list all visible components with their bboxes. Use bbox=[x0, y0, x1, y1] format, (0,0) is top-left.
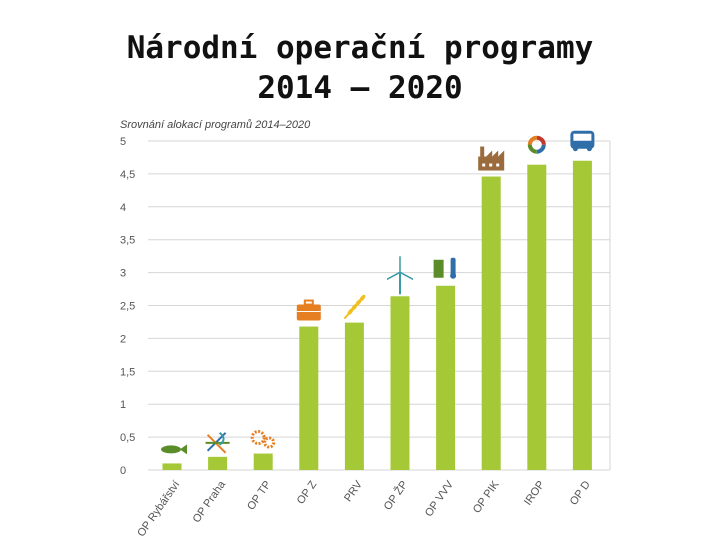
page-title-line-1: Národní operační programy bbox=[126, 30, 594, 66]
y-tick-label: 3 bbox=[120, 268, 126, 280]
x-axis-ticks: OP Rybářství OP Praha OP TP OP Z PRV OP ŽP OP … bbox=[135, 478, 593, 539]
bar bbox=[527, 164, 547, 471]
ring-icon bbox=[527, 135, 546, 154]
wind-turbine-icon bbox=[386, 256, 414, 295]
y-tick-label: 2 bbox=[120, 333, 126, 345]
gears-icon bbox=[250, 430, 276, 449]
y-tick-label: 0 bbox=[120, 465, 126, 477]
bar bbox=[344, 322, 364, 470]
bar bbox=[436, 285, 456, 470]
y-tick-label: 2,5 bbox=[120, 301, 135, 313]
bar-icons bbox=[161, 130, 595, 455]
bus-icon bbox=[570, 130, 595, 152]
page-title-line-2: 2014 – 2020 bbox=[257, 70, 463, 106]
briefcase-icon bbox=[296, 299, 321, 321]
x-tick-label: OP VVV bbox=[423, 478, 457, 519]
chart-title: Srovnání alokací programů 2014–2020 bbox=[120, 119, 311, 131]
book-flask-icon bbox=[433, 257, 457, 279]
y-tick-label: 0,5 bbox=[120, 432, 135, 444]
bar bbox=[162, 463, 182, 470]
arrows-icon bbox=[205, 432, 230, 454]
bar-chart: Srovnání alokací programů 2014–2020 0 0,5… bbox=[120, 119, 611, 539]
page-title: Národní operační programy 2014 – 2020 bbox=[0, 28, 720, 108]
x-tick-label: OP PIK bbox=[471, 478, 502, 515]
factory-icon bbox=[478, 146, 505, 171]
fish-icon bbox=[161, 444, 187, 455]
bar bbox=[253, 453, 273, 470]
bar bbox=[208, 456, 228, 470]
y-axis-ticks: 0 0,5 1 1,5 2 2,5 3 3,5 4 4,5 5 bbox=[120, 136, 135, 477]
bar bbox=[299, 326, 319, 470]
y-tick-label: 4 bbox=[120, 202, 126, 214]
y-tick-label: 1,5 bbox=[120, 366, 135, 378]
bars bbox=[162, 160, 592, 471]
bar bbox=[390, 296, 410, 470]
x-tick-label: IROP bbox=[522, 479, 547, 508]
y-tick-label: 1 bbox=[120, 399, 126, 411]
y-tick-label: 3,5 bbox=[120, 235, 135, 247]
x-tick-label: OP D bbox=[568, 479, 593, 508]
x-tick-label: OP Praha bbox=[191, 478, 229, 525]
x-tick-label: OP Z bbox=[295, 479, 320, 507]
y-tick-label: 4,5 bbox=[120, 169, 135, 181]
chart-container: Srovnání alokací programů 2014–2020 0 0,5… bbox=[110, 112, 620, 540]
x-tick-label: PRV bbox=[342, 478, 365, 504]
wheat-icon bbox=[343, 294, 366, 320]
bar bbox=[481, 176, 501, 471]
y-tick-label: 5 bbox=[120, 136, 126, 148]
x-tick-label: OP TP bbox=[245, 479, 274, 513]
x-tick-label: OP ŽP bbox=[381, 478, 410, 512]
bar bbox=[572, 160, 592, 471]
x-tick-label: OP Rybářství bbox=[135, 479, 182, 539]
